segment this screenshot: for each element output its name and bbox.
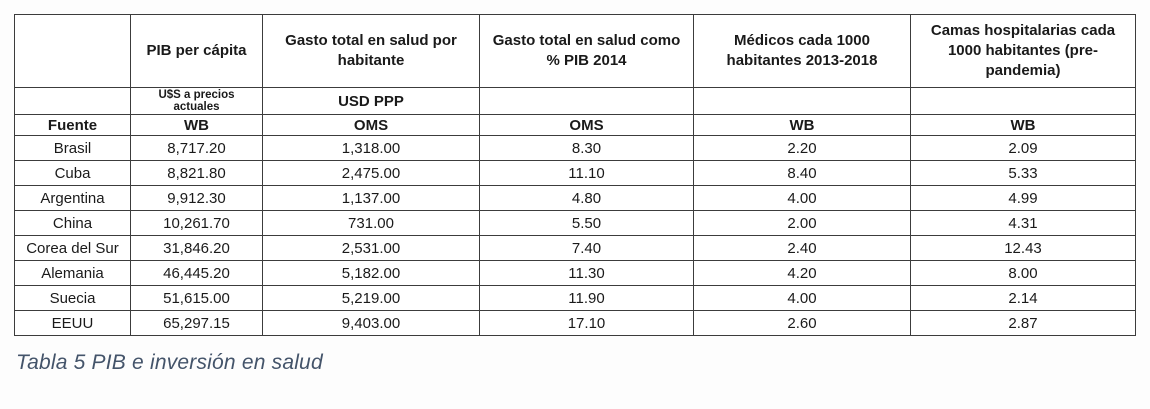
value-cell: 12.43 [910, 235, 1136, 261]
table-units-row: U$S a precios actuales USD PPP [14, 87, 1136, 115]
table-row: Brasil 8,717.20 1,318.00 8.30 2.20 2.09 [14, 135, 1136, 161]
value-cell: 8,717.20 [130, 135, 263, 161]
value-cell: 8.40 [693, 160, 911, 186]
header-gasto-salud-pct-pib: Gasto total en salud como % PIB 2014 [479, 14, 694, 88]
units-empty-cell [14, 87, 131, 115]
table-row: Cuba 8,821.80 2,475.00 11.10 8.40 5.33 [14, 160, 1136, 186]
value-cell: 5.33 [910, 160, 1136, 186]
table-row: Suecia 51,615.00 5,219.00 11.90 4.00 2.14 [14, 285, 1136, 311]
value-cell: 65,297.15 [130, 310, 263, 336]
value-cell: 9,912.30 [130, 185, 263, 211]
units-empty-cell [479, 87, 694, 115]
value-cell: 4.99 [910, 185, 1136, 211]
source-label-cell: Fuente [14, 114, 131, 136]
value-cell: 31,846.20 [130, 235, 263, 261]
country-cell: Alemania [14, 260, 131, 286]
country-cell: Brasil [14, 135, 131, 161]
table-caption: Tabla 5 PIB e inversión en salud [16, 351, 323, 374]
table-row: Alemania 46,445.20 5,182.00 11.30 4.20 8.00 [14, 260, 1136, 286]
table-row: China 10,261.70 731.00 5.50 2.00 4.31 [14, 210, 1136, 236]
value-cell: 51,615.00 [130, 285, 263, 311]
value-cell: 4.20 [693, 260, 911, 286]
value-cell: 8,821.80 [130, 160, 263, 186]
value-cell: 4.00 [693, 185, 911, 211]
value-cell: 2.87 [910, 310, 1136, 336]
value-cell: 8.30 [479, 135, 694, 161]
table-header-row: PIB per cápita Gasto total en salud por … [14, 14, 1136, 88]
table-row: Corea del Sur 31,846.20 2,531.00 7.40 2.40 12… [14, 235, 1136, 261]
value-cell: 9,403.00 [262, 310, 480, 336]
value-cell: 7.40 [479, 235, 694, 261]
units-gasto-cell: USD PPP [262, 87, 480, 115]
value-cell: 4.00 [693, 285, 911, 311]
units-pib-cell: U$S a precios actuales [130, 87, 263, 115]
header-medicos-1000: Médicos cada 1000 habitantes 2013-2018 [693, 14, 911, 88]
value-cell: 11.10 [479, 160, 694, 186]
value-cell: 17.10 [479, 310, 694, 336]
table-source-row: Fuente WB OMS OMS WB WB [14, 114, 1136, 136]
value-cell: 2.40 [693, 235, 911, 261]
value-cell: 2.09 [910, 135, 1136, 161]
country-cell: Argentina [14, 185, 131, 211]
value-cell: 5,182.00 [262, 260, 480, 286]
table-body: Brasil 8,717.20 1,318.00 8.30 2.20 2.09 Cuba 8,… [14, 135, 1136, 336]
value-cell: 4.80 [479, 185, 694, 211]
country-cell: EEUU [14, 310, 131, 336]
value-cell: 11.90 [479, 285, 694, 311]
value-cell: 2.60 [693, 310, 911, 336]
table-row: EEUU 65,297.15 9,403.00 17.10 2.60 2.87 [14, 310, 1136, 336]
units-empty-cell [693, 87, 911, 115]
header-pib-per-capita: PIB per cápita [130, 14, 263, 88]
value-cell: 11.30 [479, 260, 694, 286]
source-cell: OMS [262, 114, 480, 136]
source-cell: WB [910, 114, 1136, 136]
value-cell: 5.50 [479, 210, 694, 236]
country-cell: Cuba [14, 160, 131, 186]
country-cell: Corea del Sur [14, 235, 131, 261]
value-cell: 5,219.00 [262, 285, 480, 311]
table-row: Argentina 9,912.30 1,137.00 4.80 4.00 4.99 [14, 185, 1136, 211]
country-cell: China [14, 210, 131, 236]
value-cell: 46,445.20 [130, 260, 263, 286]
header-gasto-salud-habitante: Gasto total en salud por habitante [262, 14, 480, 88]
source-cell: WB [130, 114, 263, 136]
value-cell: 2.20 [693, 135, 911, 161]
value-cell: 2,531.00 [262, 235, 480, 261]
value-cell: 8.00 [910, 260, 1136, 286]
units-empty-cell [910, 87, 1136, 115]
header-corner-cell [14, 14, 131, 88]
value-cell: 1,318.00 [262, 135, 480, 161]
country-cell: Suecia [14, 285, 131, 311]
value-cell: 2,475.00 [262, 160, 480, 186]
value-cell: 10,261.70 [130, 210, 263, 236]
value-cell: 2.00 [693, 210, 911, 236]
value-cell: 1,137.00 [262, 185, 480, 211]
source-cell: WB [693, 114, 911, 136]
value-cell: 2.14 [910, 285, 1136, 311]
header-camas-1000: Camas hospitalarias cada 1000 habitantes… [910, 14, 1136, 88]
pib-salud-table: PIB per cápita Gasto total en salud por … [14, 14, 1136, 336]
value-cell: 4.31 [910, 210, 1136, 236]
source-cell: OMS [479, 114, 694, 136]
value-cell: 731.00 [262, 210, 480, 236]
